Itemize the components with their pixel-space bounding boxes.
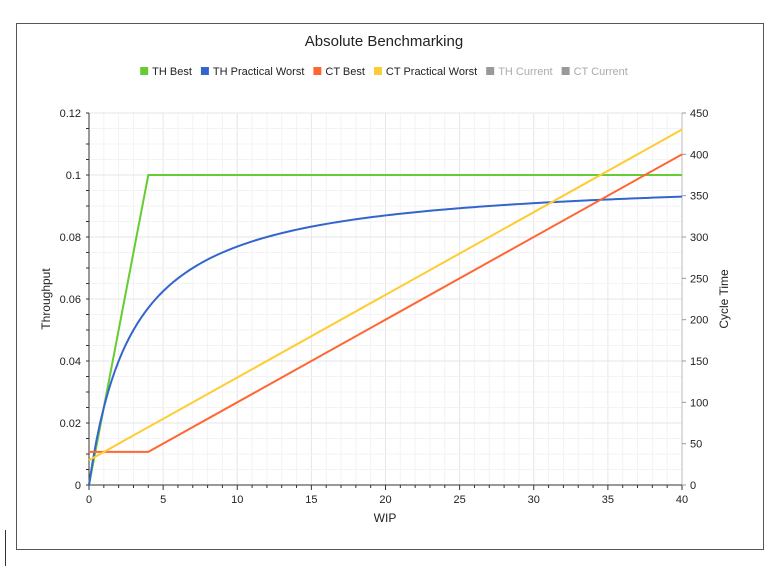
y-right-tick-label: 0 [690, 480, 696, 492]
series-lines [88, 128, 683, 486]
x-tick-label: 0 [86, 494, 92, 506]
y-right-tick-label: 450 [690, 108, 708, 120]
y-right-tick-label: 350 [690, 191, 708, 203]
legend-label: TH Best [152, 66, 192, 78]
x-tick-label: 25 [454, 494, 466, 506]
x-tick-label: 15 [305, 494, 317, 506]
legend-label: TH Practical Worst [213, 66, 304, 78]
y-right-tick-label: 300 [690, 232, 708, 244]
series-line-th-practical-worst [88, 195, 683, 486]
chart-title: Absolute Benchmarking [305, 33, 463, 50]
y-left-tick-label: 0.04 [60, 356, 81, 368]
legend-swatch [140, 67, 149, 75]
legend-label: CT Best [325, 66, 365, 78]
legend[interactable]: TH Best TH Practical Worst CT Best CT Pract… [140, 66, 628, 78]
y-left-axis-label: Throughput [39, 268, 53, 330]
legend-swatch [373, 67, 382, 75]
x-tick-label: 30 [528, 494, 540, 506]
legend-item-th-current[interactable]: TH Current [486, 66, 553, 78]
legend-item-th-best[interactable]: TH Best [140, 66, 192, 78]
legend-swatch [313, 67, 322, 75]
y-left-tick-label: 0 [75, 480, 81, 492]
legend-item-ct-current[interactable]: CT Current [561, 66, 628, 78]
y-left-tick-label: 0.06 [60, 294, 81, 306]
legend-swatch [561, 67, 570, 75]
x-axis-label: WIP [374, 511, 397, 525]
series-line-th-best [88, 174, 682, 486]
y-right-tick-label: 50 [690, 439, 702, 451]
y-right-tick-label: 400 [690, 149, 708, 161]
text-cursor [5, 530, 6, 566]
y-left-tick-label: 0.1 [66, 170, 81, 182]
grid [88, 112, 683, 486]
x-tick-label: 20 [379, 494, 391, 506]
y-left-tick-label: 0.12 [60, 108, 81, 120]
legend-label: CT Practical Worst [386, 66, 477, 78]
series-line-ct-practical-worst [88, 128, 683, 462]
legend-swatch [200, 67, 209, 75]
legend-item-ct-best[interactable]: CT Best [313, 66, 365, 78]
y-left-tick-label: 0.02 [60, 418, 81, 430]
legend-label: CT Current [574, 66, 628, 78]
legend-label: TH Current [498, 66, 552, 78]
chart-frame [16, 23, 764, 550]
y-right-tick-label: 200 [690, 315, 708, 327]
y-right-tick-label: 250 [690, 273, 708, 285]
legend-item-th-practical-worst[interactable]: TH Practical Worst [200, 66, 304, 78]
legend-item-ct-practical-worst[interactable]: CT Practical Worst [373, 66, 477, 78]
y-left-tick-label: 0.08 [60, 232, 81, 244]
y-right-tick-label: 150 [690, 356, 708, 368]
x-tick-label: 5 [160, 494, 166, 506]
legend-swatch [486, 67, 495, 75]
axes: 0 5 10 15 20 25 30 35 4000.020.040.060.080.10.12… [60, 108, 709, 506]
y-right-axis-label: Cycle Time [717, 269, 731, 329]
x-tick-label: 10 [231, 494, 243, 506]
x-tick-label: 35 [602, 494, 614, 506]
x-tick-label: 40 [676, 494, 688, 506]
y-right-tick-label: 100 [690, 397, 708, 409]
series-line-ct-best [89, 153, 683, 453]
